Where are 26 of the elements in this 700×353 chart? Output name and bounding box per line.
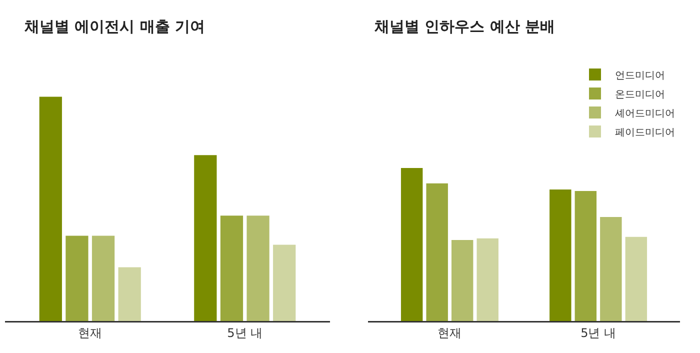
bar [39,96,62,321]
bar [194,155,217,321]
bar [600,216,622,321]
x-tick-label: 현재 [78,326,102,340]
bar [476,238,498,321]
legend-label: 온드미디어 [615,89,665,100]
bar [246,216,270,321]
bar [220,216,244,321]
bar [574,190,597,321]
bar [66,236,88,321]
legend-label: 페이드미디어 [615,127,675,138]
x-tick-label: 5년 내 [227,326,263,340]
legend-label: 언드미디어 [615,70,665,82]
x-tick-label: 현재 [438,326,462,340]
bar [550,189,572,321]
bar [118,267,141,321]
bar [451,240,474,321]
legend-label: 셰어드미디어 [615,108,675,120]
x-tick-label: 5년 내 [580,326,616,340]
bar [273,244,296,321]
bar [92,236,115,321]
bar [625,236,648,321]
bar [400,168,423,321]
chart-title: 채널별 에이전시 매출 기여 [24,18,206,36]
chart-title: 채널별 인하우스 예산 분배 [374,18,556,36]
bar [426,183,448,321]
